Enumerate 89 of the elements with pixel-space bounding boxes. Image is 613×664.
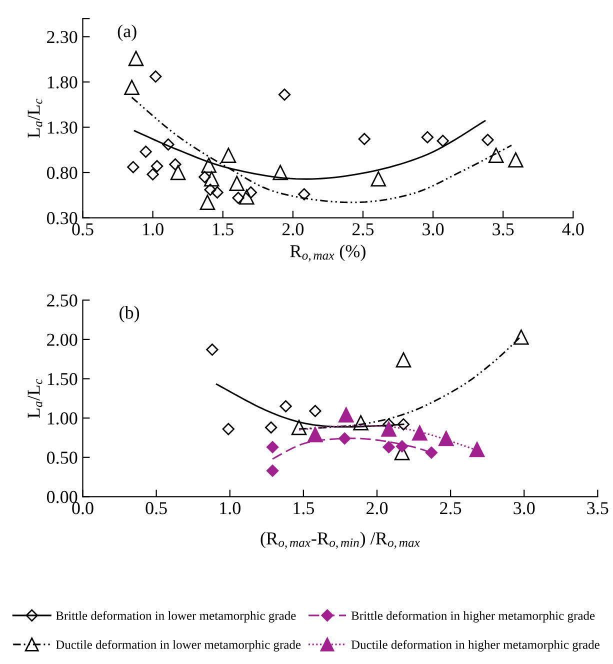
point xyxy=(425,446,438,459)
point xyxy=(308,426,323,442)
x-axis-title: R$_{o,max}$ (%) xyxy=(290,244,366,262)
point xyxy=(469,442,485,458)
point xyxy=(396,352,412,368)
point xyxy=(412,425,428,441)
x-tick-label: 0.5 xyxy=(72,223,94,236)
annotation: (a) xyxy=(118,24,136,41)
point xyxy=(150,160,164,172)
legend-label: Brittle deformation in higher metamorphic grade xyxy=(351,611,595,622)
point xyxy=(150,70,162,83)
x-tick-label: 1.0 xyxy=(220,502,240,514)
point xyxy=(508,152,524,168)
x-tick-label: 1.5 xyxy=(213,223,234,236)
point xyxy=(232,192,244,204)
point xyxy=(278,88,291,101)
x-tick-label: 0.5 xyxy=(146,502,167,514)
point xyxy=(229,176,245,192)
y-tick-label: 1.30 xyxy=(48,122,78,134)
point xyxy=(222,422,234,436)
point xyxy=(272,164,288,180)
x-tick-label: 4.0 xyxy=(562,223,584,236)
point xyxy=(201,158,216,173)
point xyxy=(170,164,186,180)
legend-label: Brittle deformation in lower metamorphic grade xyxy=(56,611,296,622)
annotation: (b) xyxy=(120,306,140,322)
y-tick-label: 1.50 xyxy=(48,373,78,386)
point xyxy=(514,329,529,345)
point xyxy=(353,415,368,430)
x-tick-label: 0.0 xyxy=(72,502,94,514)
x-tick-label: 2.0 xyxy=(366,502,388,514)
point xyxy=(421,131,434,144)
point xyxy=(128,50,144,66)
y-tick-label: 0.00 xyxy=(46,490,78,504)
point xyxy=(198,170,211,184)
point xyxy=(338,432,351,445)
y-tick-label: 0.30 xyxy=(46,212,78,224)
point xyxy=(140,146,152,158)
x-tick-label: 2.5 xyxy=(352,223,374,236)
point xyxy=(438,430,454,446)
point xyxy=(266,441,279,454)
point xyxy=(206,344,218,356)
point xyxy=(266,464,279,477)
y-tick-label: 1.00 xyxy=(48,412,78,425)
legend-label: Ductile deformation in lower metamorphic grade xyxy=(56,640,301,652)
point xyxy=(162,138,174,151)
point xyxy=(298,188,310,200)
x-tick-label: 3.5 xyxy=(492,223,514,236)
x-axis-title: (R$_{o,max}$-R$_{o,min}$) /R$_{o,max}$ xyxy=(260,532,420,549)
point xyxy=(169,158,182,170)
x-tick-label: 3.0 xyxy=(422,223,444,236)
y-tick-label: 2.00 xyxy=(47,334,78,346)
y-tick-label: 0.50 xyxy=(46,452,78,464)
x-tick-label: 3.0 xyxy=(514,502,535,514)
point xyxy=(220,148,236,163)
y-axis-title: L$_{a}$/L$_{c}$ xyxy=(28,378,42,418)
point xyxy=(436,134,449,147)
x-tick-label: 1.5 xyxy=(294,502,314,514)
point xyxy=(204,184,216,196)
point xyxy=(382,441,395,454)
point xyxy=(204,171,220,186)
point xyxy=(358,132,370,146)
x-tick-label: 2.5 xyxy=(440,502,462,514)
point xyxy=(211,186,224,199)
point xyxy=(264,421,278,434)
x-tick-label: 1.0 xyxy=(143,223,164,236)
point xyxy=(309,404,322,418)
legend-label: Ductile deformation in higher metamorphic grade xyxy=(351,640,600,652)
point xyxy=(381,421,396,437)
x-tick-label: 2.0 xyxy=(282,223,304,236)
point xyxy=(124,80,140,96)
point xyxy=(200,194,216,210)
point xyxy=(488,148,504,163)
point xyxy=(338,407,354,423)
point xyxy=(397,418,410,430)
x-tick-label: 3.5 xyxy=(587,502,608,514)
point xyxy=(146,168,159,180)
point xyxy=(127,160,140,174)
y-tick-label: 2.30 xyxy=(47,30,78,44)
point xyxy=(280,400,292,412)
point xyxy=(291,420,307,436)
y-axis-title: L$_{a}$/L$_{c}$ xyxy=(28,98,42,138)
point xyxy=(396,440,408,452)
y-tick-label: 1.80 xyxy=(48,76,78,88)
y-tick-label: 0.80 xyxy=(46,166,78,180)
point xyxy=(239,189,254,205)
point xyxy=(482,134,494,146)
y-tick-label: 2.50 xyxy=(47,294,78,307)
point xyxy=(370,171,386,186)
